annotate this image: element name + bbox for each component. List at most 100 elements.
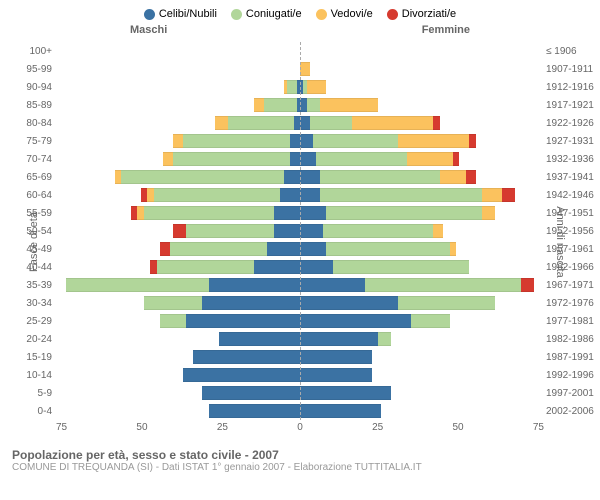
male-bar: [56, 152, 300, 166]
male-bar: [56, 80, 300, 94]
birth-year-label: 1987-1991: [546, 352, 598, 363]
male-bar: [56, 368, 300, 382]
female-bar: [300, 224, 544, 238]
bar-segment: [398, 296, 496, 310]
female-bar: [300, 278, 544, 292]
bar-segment: [300, 260, 333, 274]
bar-segment: [407, 152, 453, 166]
female-bar: [300, 332, 544, 346]
legend-label: Coniugati/e: [246, 8, 302, 20]
male-bar: [56, 188, 300, 202]
bar-segment: [466, 170, 476, 184]
male-bar: [56, 278, 300, 292]
bar-segment: [300, 350, 372, 364]
male-bar: [56, 314, 300, 328]
female-bar: [300, 386, 544, 400]
bar-segment: [323, 224, 434, 238]
bar-segment: [502, 188, 515, 202]
bar-segment: [219, 332, 300, 346]
bar-segment: [300, 332, 378, 346]
birth-year-label: 1967-1971: [546, 280, 598, 291]
birth-year-label: 1972-1976: [546, 298, 598, 309]
bar-segment: [287, 80, 297, 94]
legend-dot-icon: [144, 9, 155, 20]
bar-segment: [320, 98, 379, 112]
male-bar: [56, 386, 300, 400]
age-label: 60-64: [12, 190, 52, 201]
legend-label: Celibi/Nubili: [159, 8, 217, 20]
male-bar: [56, 404, 300, 418]
bar-segment: [300, 368, 372, 382]
header-female: Femmine: [422, 24, 470, 36]
female-bar: [300, 80, 544, 94]
age-label: 10-14: [12, 370, 52, 381]
legend-item: Vedovi/e: [316, 8, 373, 20]
footer-subtitle: COMUNE DI TREQUANDA (SI) - Dati ISTAT 1°…: [12, 462, 588, 473]
age-label: 65-69: [12, 172, 52, 183]
bar-segment: [300, 278, 365, 292]
legend-dot-icon: [231, 9, 242, 20]
birth-year-label: 1942-1946: [546, 190, 598, 201]
male-bar: [56, 44, 300, 58]
male-bar: [56, 134, 300, 148]
female-bar: [300, 62, 544, 76]
female-bar: [300, 296, 544, 310]
male-bar: [56, 296, 300, 310]
age-label: 5-9: [12, 388, 52, 399]
female-bar: [300, 170, 544, 184]
bar-segment: [209, 278, 300, 292]
bar-segment: [365, 278, 521, 292]
bar-segment: [300, 224, 323, 238]
x-tick-label: 25: [372, 422, 383, 433]
birth-year-label: 1937-1941: [546, 172, 598, 183]
age-label: 15-19: [12, 352, 52, 363]
birth-year-label: 2002-2006: [546, 406, 598, 417]
legend-label: Vedovi/e: [331, 8, 373, 20]
age-label: 95-99: [12, 64, 52, 75]
bar-segment: [300, 152, 316, 166]
birth-year-label: 1922-1926: [546, 118, 598, 129]
x-tick-label: 0: [297, 422, 303, 433]
bar-segment: [310, 116, 352, 130]
bar-segment: [267, 242, 300, 256]
bar-segment: [300, 62, 310, 76]
bar-segment: [300, 206, 326, 220]
bar-segment: [290, 134, 300, 148]
legend-item: Celibi/Nubili: [144, 8, 217, 20]
female-bar: [300, 206, 544, 220]
chart-area: Fasce di età Anni di nascita 100+≤ 19069…: [0, 42, 600, 442]
legend-item: Coniugati/e: [231, 8, 302, 20]
bar-segment: [66, 278, 209, 292]
x-tick-label: 50: [136, 422, 147, 433]
bar-segment: [170, 242, 268, 256]
bar-segment: [280, 188, 300, 202]
bar-segment: [254, 98, 264, 112]
gender-headers: Maschi Femmine: [0, 24, 600, 42]
bar-segment: [193, 350, 300, 364]
birth-year-label: 1932-1936: [546, 154, 598, 165]
birth-year-label: 1917-1921: [546, 100, 598, 111]
legend-dot-icon: [387, 9, 398, 20]
legend-label: Divorziati/e: [402, 8, 456, 20]
bar-segment: [300, 314, 411, 328]
header-male: Maschi: [130, 24, 167, 36]
bar-segment: [284, 170, 300, 184]
bar-segment: [333, 260, 470, 274]
age-label: 50-54: [12, 226, 52, 237]
age-label: 45-49: [12, 244, 52, 255]
x-tick-label: 75: [533, 422, 544, 433]
age-label: 85-89: [12, 100, 52, 111]
x-tick-label: 25: [217, 422, 228, 433]
bar-segment: [228, 116, 293, 130]
bar-segment: [183, 134, 290, 148]
bar-segment: [173, 152, 290, 166]
age-label: 40-44: [12, 262, 52, 273]
bar-segment: [320, 188, 483, 202]
male-bar: [56, 242, 300, 256]
male-bar: [56, 62, 300, 76]
bar-segment: [121, 170, 284, 184]
bar-segment: [469, 134, 476, 148]
legend-item: Divorziati/e: [387, 8, 456, 20]
birth-year-label: 1952-1956: [546, 226, 598, 237]
x-tick-label: 75: [56, 422, 67, 433]
